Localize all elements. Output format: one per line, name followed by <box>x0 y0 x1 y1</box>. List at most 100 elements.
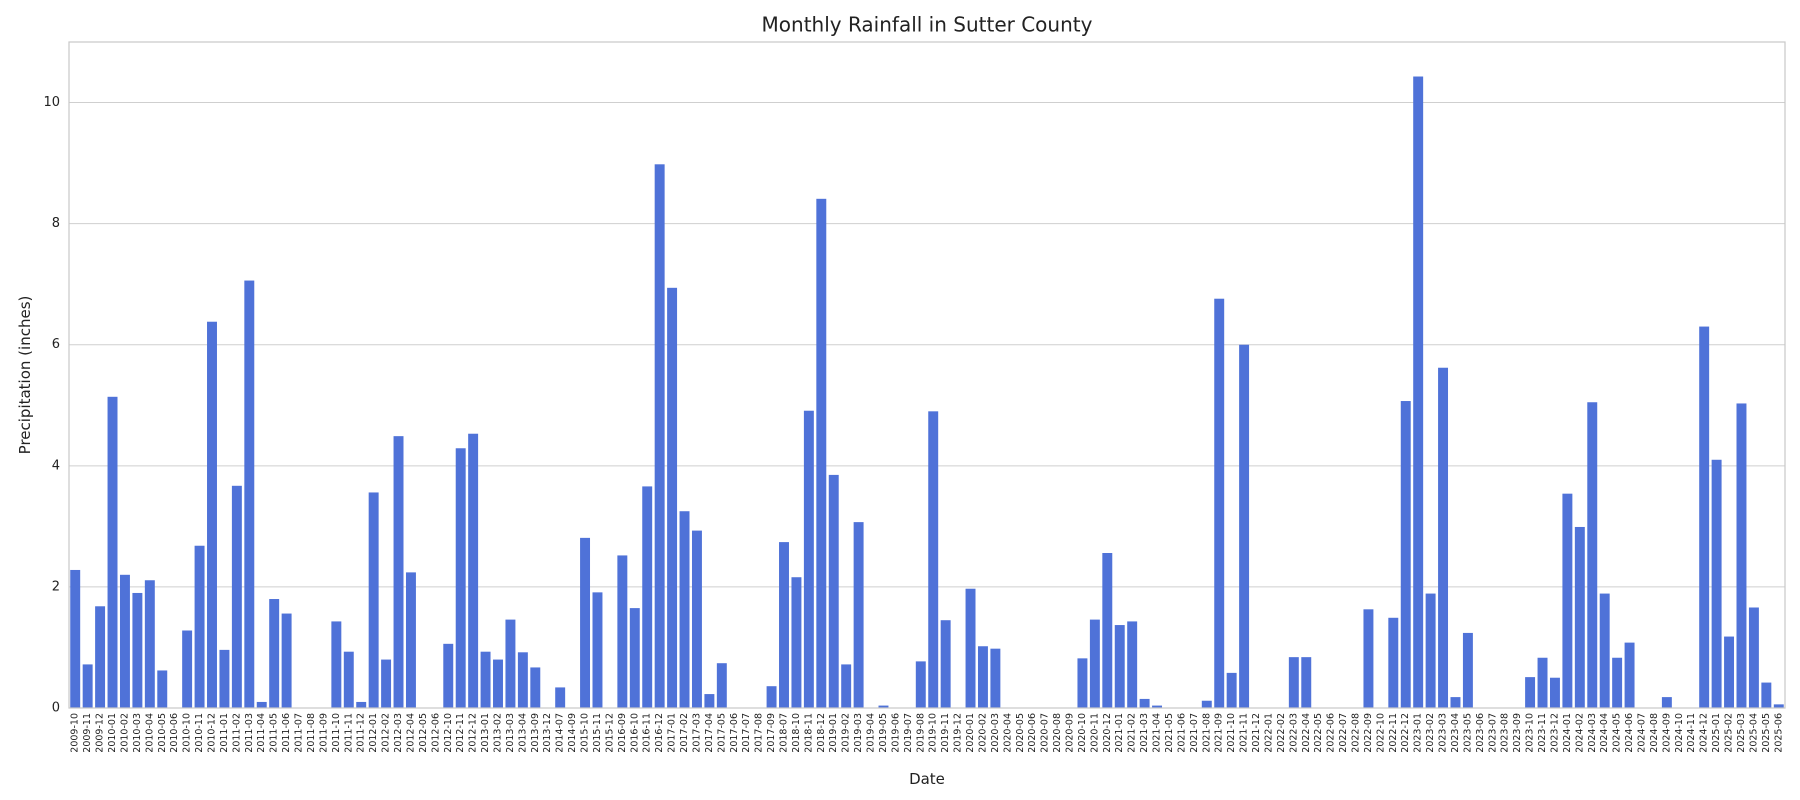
bar-2019-05 <box>878 705 889 708</box>
bar-2019-03 <box>853 522 864 708</box>
x-tick-label: 2017-04 <box>704 713 715 753</box>
x-tick-label: 2020-11 <box>1089 713 1100 753</box>
x-tick-label: 2025-05 <box>1761 713 1772 753</box>
bar-2012-11 <box>455 448 466 708</box>
bar-2023-11 <box>1537 657 1548 708</box>
bar-2021-08 <box>1201 700 1212 708</box>
bar-2015-10 <box>580 537 591 708</box>
x-tick-label: 2024-03 <box>1587 713 1598 753</box>
x-tick-label: 2010-03 <box>132 713 143 753</box>
x-tick-label: 2023-01 <box>1413 713 1424 753</box>
x-tick-label: 2012-06 <box>430 713 441 753</box>
x-tick-label: 2019-10 <box>928 713 939 753</box>
x-tick-label: 2012-10 <box>443 713 454 753</box>
bars <box>70 76 1784 708</box>
x-axis-label: Date <box>909 770 945 788</box>
x-tick-label: 2015-11 <box>592 713 603 753</box>
x-tick-label: 2011-08 <box>306 713 317 753</box>
bar-2012-12 <box>468 433 479 708</box>
bar-2017-09 <box>766 686 777 708</box>
x-tick-label: 2011-06 <box>281 713 292 753</box>
bar-2017-04 <box>704 694 715 708</box>
x-tick-label: 2024-05 <box>1612 713 1623 753</box>
x-tick-label: 2018-11 <box>803 713 814 753</box>
x-tick-label: 2021-08 <box>1201 713 1212 753</box>
x-tick-label: 2011-10 <box>331 713 342 753</box>
x-tick-label: 2013-03 <box>505 713 516 753</box>
x-tick-label: 2018-07 <box>779 713 790 753</box>
x-tick-label: 2021-06 <box>1176 713 1187 753</box>
gridlines <box>69 102 1785 709</box>
x-tick-label: 2021-09 <box>1214 713 1225 753</box>
x-tick-label: 2011-02 <box>231 713 242 753</box>
x-tick-label: 2019-11 <box>940 713 951 753</box>
y-tick-label: 10 <box>43 95 60 110</box>
x-tick-label: 2024-11 <box>1686 713 1697 753</box>
x-tick-label: 2024-09 <box>1661 713 1672 753</box>
bar-2023-05 <box>1462 632 1473 708</box>
bar-2010-03 <box>132 592 143 708</box>
x-tick-label: 2014-09 <box>567 713 578 753</box>
bar-2017-01 <box>667 287 678 708</box>
bar-2012-03 <box>393 436 404 708</box>
x-tick-label: 2020-03 <box>990 713 1001 753</box>
x-tick-label: 2011-07 <box>294 713 305 753</box>
x-tick-label: 2025-02 <box>1724 713 1735 753</box>
x-tick-label: 2010-01 <box>107 713 118 753</box>
x-tick-label: 2012-03 <box>393 713 404 753</box>
bar-2021-11 <box>1239 344 1250 708</box>
bar-2020-11 <box>1089 619 1100 708</box>
x-tick-label: 2020-09 <box>1065 713 1076 753</box>
x-tick-label: 2020-08 <box>1052 713 1063 753</box>
bar-2022-09 <box>1363 609 1374 708</box>
x-tick-label: 2024-01 <box>1562 713 1573 753</box>
x-tick-label: 2021-11 <box>1239 713 1250 753</box>
x-tick-label: 2021-02 <box>1127 713 1138 753</box>
bar-2016-12 <box>654 164 665 708</box>
x-tick-label: 2011-01 <box>219 713 230 753</box>
x-tick-label: 2015-10 <box>580 713 591 753</box>
bar-2014-07 <box>555 687 566 708</box>
x-tick-label: 2019-02 <box>841 713 852 753</box>
bar-2025-04 <box>1748 607 1759 708</box>
x-tick-label: 2020-01 <box>965 713 976 753</box>
x-tick-label: 2010-04 <box>144 713 155 753</box>
bar-2022-04 <box>1301 657 1312 708</box>
x-tick-label: 2018-12 <box>816 713 827 753</box>
x-tick-label: 2011-11 <box>343 713 354 753</box>
bar-2021-04 <box>1152 705 1163 708</box>
x-tick-label: 2010-12 <box>207 713 218 753</box>
x-tick-labels: 2009-10 2009-11 2009-12 2010-01 2010-02 2010-… <box>70 713 1785 753</box>
x-tick-label: 2016-11 <box>642 713 653 753</box>
x-tick-label: 2011-12 <box>356 713 367 753</box>
bar-2010-02 <box>119 574 130 708</box>
bar-2024-03 <box>1587 402 1598 708</box>
x-tick-label: 2025-03 <box>1736 713 1747 753</box>
x-tick-label: 2017-01 <box>667 713 678 753</box>
bar-2018-12 <box>816 198 827 708</box>
y-axis-label: Precipitation (inches) <box>16 296 34 455</box>
x-tick-label: 2024-10 <box>1674 713 1685 753</box>
x-tick-label: 2019-08 <box>915 713 926 753</box>
bar-2020-03 <box>990 648 1001 708</box>
x-tick-label: 2019-12 <box>953 713 964 753</box>
bar-2023-02 <box>1425 593 1436 708</box>
x-tick-label: 2023-07 <box>1487 713 1498 753</box>
y-tick-label: 4 <box>52 458 60 473</box>
bar-2020-01 <box>965 588 976 708</box>
x-tick-label: 2024-12 <box>1699 713 1710 753</box>
x-tick-label: 2022-06 <box>1326 713 1337 753</box>
bar-2010-01 <box>107 396 118 708</box>
x-tick-label: 2016-12 <box>654 713 665 753</box>
bar-2024-06 <box>1624 642 1635 708</box>
x-tick-label: 2019-01 <box>828 713 839 753</box>
x-tick-label: 2020-04 <box>1002 713 1013 753</box>
x-tick-label: 2011-04 <box>256 713 267 753</box>
x-tick-label: 2025-06 <box>1773 713 1784 753</box>
x-tick-label: 2013-01 <box>480 713 491 753</box>
x-tick-label: 2019-03 <box>853 713 864 753</box>
x-tick-label: 2022-08 <box>1351 713 1362 753</box>
x-tick-label: 2010-06 <box>169 713 180 753</box>
bar-2024-01 <box>1562 493 1573 708</box>
